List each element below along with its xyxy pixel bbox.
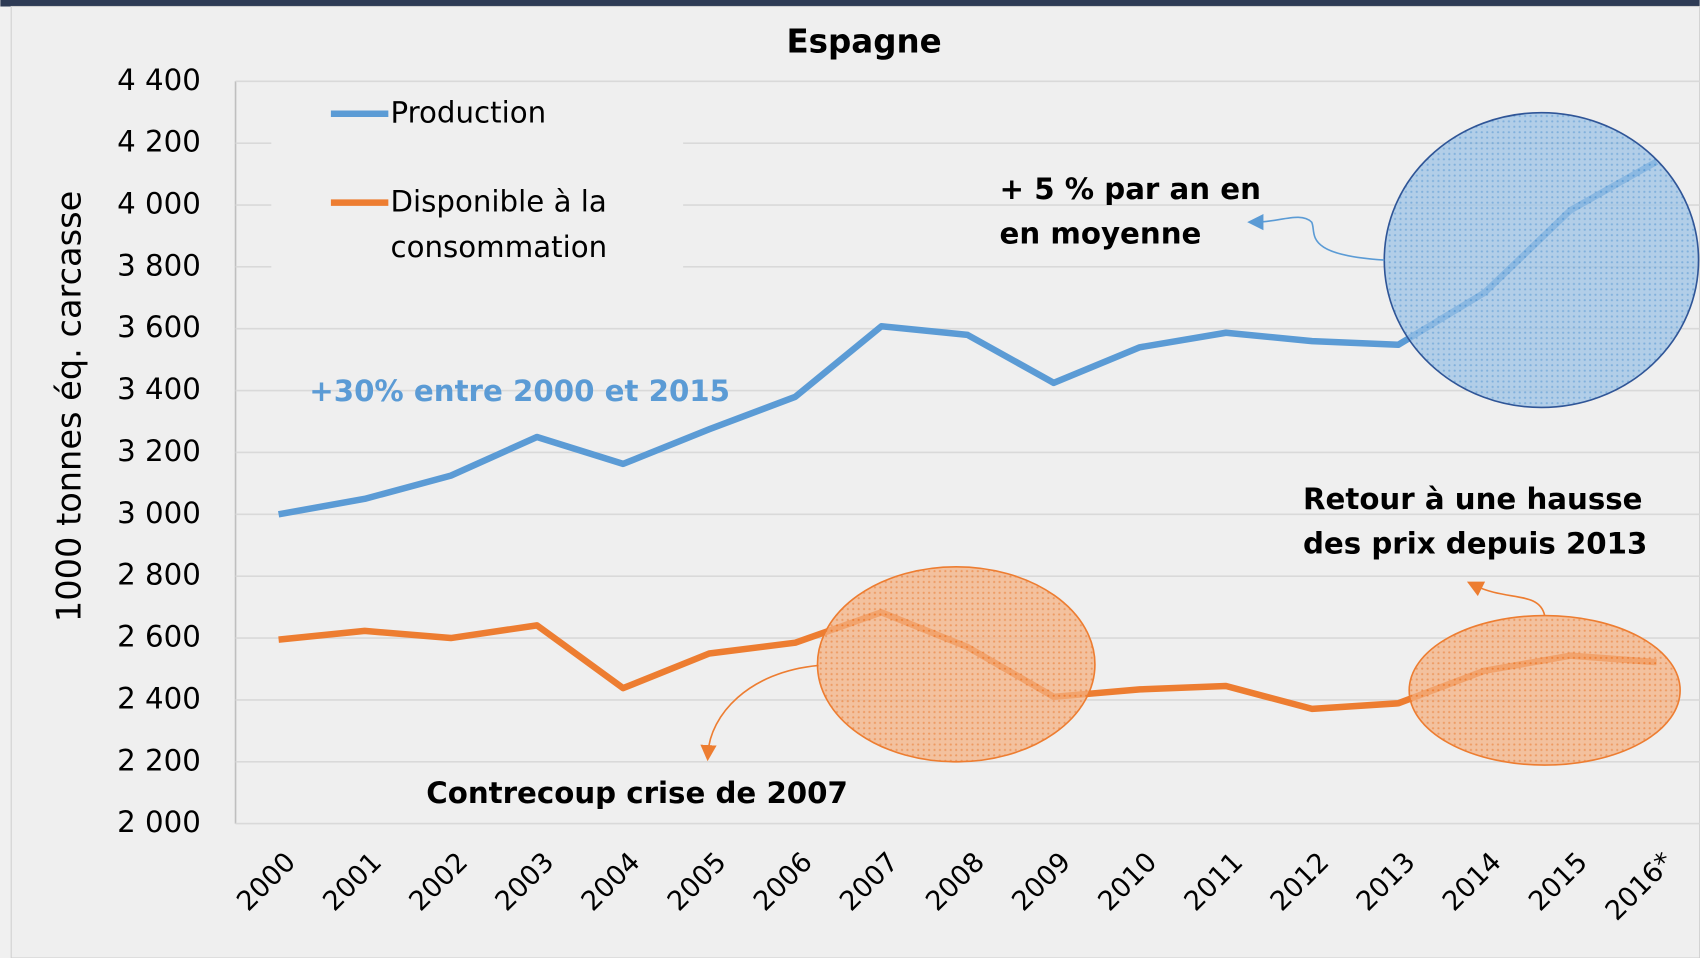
annotation: Contrecoup crise de 2007 xyxy=(426,776,848,810)
y-tick-label: 2 400 xyxy=(117,681,201,715)
y-axis-title: 1000 tonnes éq. carcasse xyxy=(49,191,88,622)
y-tick-label: 4 000 xyxy=(117,187,201,221)
annotation: + 5 % par an en xyxy=(1000,172,1261,206)
highlight-ellipse xyxy=(816,565,1096,763)
arrow xyxy=(1247,214,1385,261)
annotations: +30% entre 2000 et 2015 + 5 % par an en en… xyxy=(309,172,1647,810)
annotation: Retour à une hausse xyxy=(1303,482,1643,516)
y-tick-label: 3 000 xyxy=(117,496,201,530)
highlight-ellipse xyxy=(1383,111,1700,409)
y-tick-label: 3 200 xyxy=(117,434,201,468)
annotation: des prix depuis 2013 xyxy=(1303,527,1647,561)
y-tick-label: 2 800 xyxy=(117,558,201,592)
top-bar xyxy=(0,0,1700,7)
y-tick-label: 4 400 xyxy=(117,63,201,97)
y-tick-label: 2 000 xyxy=(117,805,201,839)
legend-label: Disponible à la consommation xyxy=(390,185,608,265)
y-tick-label: 2 600 xyxy=(117,620,201,654)
y-tick-label: 3 800 xyxy=(117,248,201,282)
annotation: +30% entre 2000 et 2015 xyxy=(309,374,730,408)
highlight-ellipse xyxy=(1408,614,1681,766)
chart-title: Espagne xyxy=(786,22,941,60)
y-tick-label: 3 400 xyxy=(117,372,201,406)
legend-background xyxy=(271,86,684,271)
y-tick-label: 4 200 xyxy=(117,125,201,159)
annotation: en moyenne xyxy=(1000,217,1202,251)
arrow xyxy=(1466,581,1546,616)
legend-label: Production xyxy=(390,96,547,131)
legend-item: Production xyxy=(390,96,547,131)
y-tick-label: 2 200 xyxy=(117,743,201,777)
legend-item: Disponible à la consommation xyxy=(390,185,608,265)
legend: Production Disponible à la consommation xyxy=(330,96,608,265)
arrow xyxy=(700,664,819,762)
y-tick-label: 3 600 xyxy=(117,310,201,344)
